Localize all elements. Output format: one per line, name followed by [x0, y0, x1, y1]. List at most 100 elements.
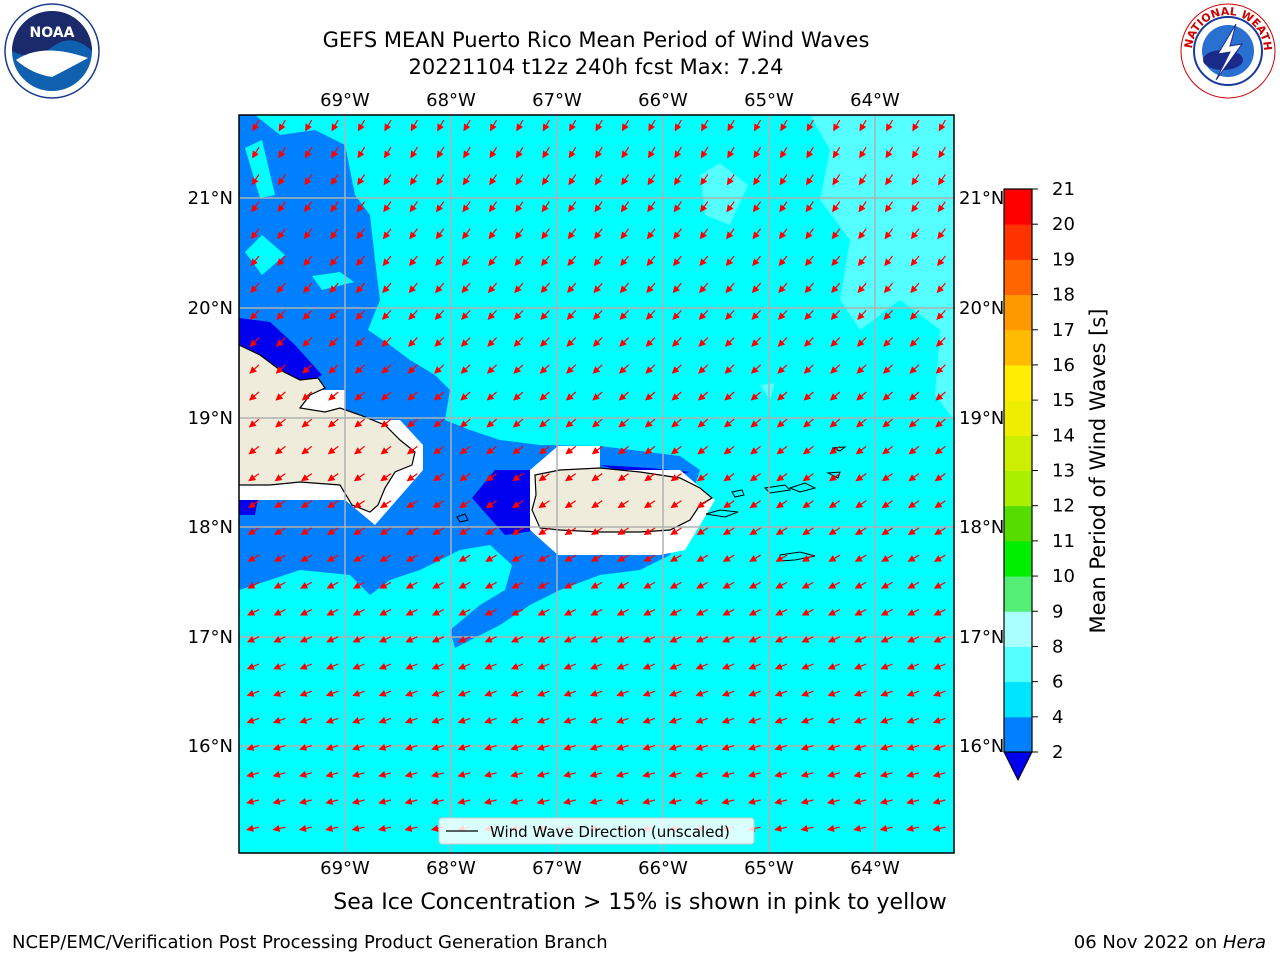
wave-direction-arrow — [458, 527, 471, 535]
wave-direction-arrow — [829, 418, 841, 428]
lon-label: 65°W — [744, 90, 794, 111]
lat-label: 19°N — [959, 408, 1004, 429]
wave-direction-arrow — [485, 527, 497, 535]
wave-direction-arrow — [671, 364, 682, 374]
wave-direction-arrow — [934, 445, 946, 455]
wave-direction-arrow — [435, 228, 445, 240]
colorbar-tick-label: 15 — [1052, 390, 1075, 411]
wave-direction-arrow — [487, 309, 498, 320]
wave-direction-arrow — [249, 364, 260, 374]
wave-direction-arrow — [536, 743, 550, 751]
wave-direction-arrow — [407, 391, 418, 401]
colorbar-level — [1004, 576, 1032, 612]
wave-direction-arrow — [591, 473, 603, 482]
wave-direction-arrow — [380, 473, 392, 482]
wave-direction-arrow — [674, 146, 682, 159]
colorbar-tick-label: 6 — [1052, 672, 1063, 693]
wave-direction-arrow — [589, 743, 603, 751]
wave-direction-arrow — [325, 689, 339, 697]
wave-direction-arrow — [590, 554, 603, 562]
wave-direction-arrow — [879, 824, 893, 832]
wave-direction-arrow — [301, 391, 313, 401]
wave-direction-arrow — [669, 636, 682, 643]
wave-direction-arrow — [724, 391, 735, 401]
wave-direction-arrow — [778, 282, 788, 294]
wave-direction-arrow — [595, 146, 603, 159]
wave-direction-arrow — [722, 662, 735, 670]
wave-direction-arrow — [753, 146, 762, 159]
wave-direction-arrow — [511, 554, 524, 562]
wave-direction-arrow — [404, 824, 418, 832]
wave-direction-arrow — [510, 770, 524, 778]
wave-direction-arrow — [539, 418, 550, 428]
wave-direction-arrow — [827, 743, 840, 751]
wave-direction-arrow — [326, 662, 339, 670]
wave-direction-arrow — [723, 500, 735, 509]
colorbar-tick-label: 16 — [1052, 355, 1075, 376]
wave-direction-arrow — [510, 662, 524, 670]
wave-direction-arrow — [827, 770, 840, 778]
wave-direction-arrow — [352, 716, 365, 724]
wave-direction-arrow — [354, 418, 365, 428]
colorbar-level — [1004, 259, 1032, 296]
wave-direction-arrow — [537, 581, 550, 589]
wave-direction-arrow — [749, 500, 761, 509]
colorbar-level — [1004, 435, 1032, 471]
wave-direction-arrow — [752, 255, 762, 267]
wave-direction-arrow — [353, 473, 365, 482]
wave-direction-arrow — [721, 743, 735, 751]
wave-direction-arrow — [802, 527, 814, 535]
wave-direction-arrow — [304, 146, 313, 159]
wave-direction-arrow — [330, 174, 339, 186]
sea-ice-note: Sea Ice Concentration > 15% is shown in … — [333, 890, 947, 915]
wave-direction-arrow — [252, 119, 260, 132]
wave-direction-arrow — [854, 662, 867, 670]
wave-direction-arrow — [748, 609, 761, 616]
wave-direction-arrow — [751, 309, 762, 320]
wave-direction-arrow — [300, 500, 313, 509]
wave-direction-arrow — [753, 174, 762, 186]
colorbar-level — [1004, 646, 1032, 683]
lat-label: 17°N — [959, 627, 1004, 648]
wave-direction-arrow — [774, 689, 788, 697]
wave-direction-arrow — [301, 445, 313, 455]
colorbar-tick-label: 21 — [1052, 179, 1075, 200]
wave-direction-arrow — [672, 282, 682, 294]
wave-direction-arrow — [563, 743, 576, 751]
wave-direction-arrow — [566, 309, 577, 320]
wave-direction-arrow — [379, 581, 392, 589]
wave-direction-arrow — [932, 716, 946, 724]
wave-direction-arrow — [299, 743, 312, 751]
wave-direction-arrow — [827, 716, 840, 724]
footer-date-text: 06 Nov 2022 on — [1073, 932, 1223, 953]
wave-direction-arrow — [619, 282, 630, 294]
wave-direction-arrow — [407, 418, 418, 428]
wave-direction-arrow — [354, 445, 365, 455]
wave-direction-arrow — [382, 228, 392, 240]
wave-direction-arrow — [643, 609, 656, 616]
wave-direction-arrow — [303, 255, 313, 267]
wave-direction-arrow — [352, 689, 365, 697]
wave-direction-arrow — [589, 689, 603, 697]
wave-direction-arrow — [853, 743, 867, 751]
wave-direction-arrow — [830, 337, 841, 347]
wave-direction-arrow — [880, 716, 893, 724]
wave-direction-arrow — [723, 473, 735, 482]
wave-direction-arrow — [642, 770, 656, 778]
wave-direction-arrow — [593, 309, 603, 320]
wave-direction-arrow — [935, 418, 946, 428]
wave-direction-arrow — [380, 445, 392, 455]
lon-label: 69°W — [320, 90, 370, 111]
wave-direction-arrow — [410, 146, 418, 159]
wave-direction-arrow — [695, 716, 708, 724]
wave-direction-arrow — [779, 201, 788, 213]
wave-direction-arrow — [909, 337, 920, 347]
wave-direction-arrow — [431, 636, 445, 643]
wave-direction-arrow — [433, 391, 445, 401]
wave-direction-arrow — [696, 500, 709, 509]
wave-direction-arrow — [432, 581, 445, 589]
wave-direction-arrow — [510, 797, 524, 805]
wave-direction-arrow — [937, 201, 946, 213]
wave-direction-arrow — [434, 364, 445, 374]
colorbar-tick-label: 8 — [1052, 636, 1063, 657]
